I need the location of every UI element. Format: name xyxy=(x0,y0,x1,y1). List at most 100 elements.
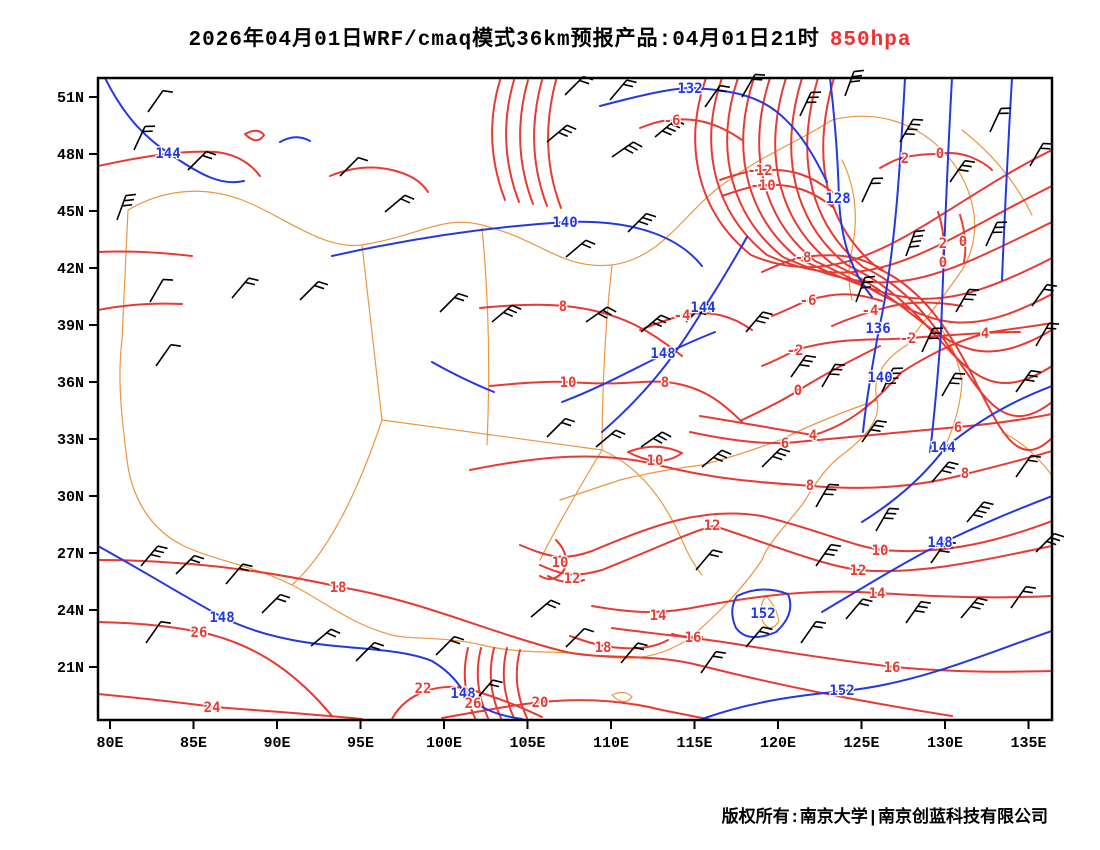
temperature-contour-label: -2 xyxy=(787,343,804,359)
wind-barb xyxy=(861,419,887,443)
lon-tick-label: 130E xyxy=(927,735,963,752)
temperature-contour-label: 14 xyxy=(650,608,667,624)
wind-barb xyxy=(861,177,884,203)
temperature-contour-label: -12 xyxy=(747,163,772,179)
temperature-contour-label: 0 xyxy=(959,234,967,250)
wind-barb xyxy=(1010,585,1036,609)
pressure-level-label: 850hpa xyxy=(829,29,912,52)
wind-barb xyxy=(855,275,875,303)
lon-tick-label: 135E xyxy=(1010,735,1046,752)
wind-barb xyxy=(985,221,1008,247)
lat-tick-label: 27N xyxy=(57,546,84,563)
temperature-contour-label: 12 xyxy=(564,571,581,587)
height-contour-label: 132 xyxy=(677,81,702,97)
temperature-contour-label: -6 xyxy=(664,113,681,129)
wind-barb xyxy=(565,627,595,648)
wind-barb xyxy=(116,193,136,221)
wind-barb xyxy=(1015,454,1041,478)
lon-tick-label: 110E xyxy=(593,735,629,752)
wind-barb xyxy=(745,626,773,648)
wind-barb xyxy=(799,91,822,117)
height-contour-label: 144 xyxy=(690,300,715,316)
wind-barb xyxy=(1035,532,1065,553)
lon-tick-label: 85E xyxy=(180,735,207,752)
temperature-contour-label: 12 xyxy=(704,518,721,534)
temperature-contour-label: 4 xyxy=(809,428,817,444)
height-contour-label: 148 xyxy=(209,610,234,626)
lon-tick-label: 80E xyxy=(96,735,123,752)
wind-barb xyxy=(960,597,988,619)
wind-barb xyxy=(565,239,596,258)
wind-barb xyxy=(145,620,171,644)
lon-tick-label: 100E xyxy=(426,735,462,752)
wind-barb xyxy=(815,483,840,508)
wind-barb xyxy=(921,327,944,353)
temperature-contour-label: 26 xyxy=(465,696,482,712)
temperature-contour-label: -4 xyxy=(862,303,879,319)
lat-tick-label: 42N xyxy=(57,261,84,278)
temperature-contour-label: 8 xyxy=(961,466,969,482)
wind-barb xyxy=(310,628,341,647)
temperature-contour-label: -2 xyxy=(900,331,917,347)
temperature-contour-label: 18 xyxy=(595,640,612,656)
wind-barb xyxy=(654,119,685,138)
temperature-contour-label: 18 xyxy=(330,580,347,596)
height-contour-label: 136 xyxy=(865,321,890,337)
wind-barb xyxy=(585,306,617,323)
wind-barb xyxy=(595,429,626,448)
temperature-contour-label: 8 xyxy=(559,299,567,315)
wind-barb xyxy=(475,679,503,701)
height-contour-label: 140 xyxy=(867,370,892,386)
temperature-contour-label: 12 xyxy=(850,563,867,579)
wind-barb xyxy=(620,642,648,664)
wind-barb xyxy=(384,194,415,213)
lat-tick-label: 36N xyxy=(57,375,84,392)
wind-barb xyxy=(546,417,576,438)
wind-barb xyxy=(761,447,791,468)
lat-tick-label: 51N xyxy=(57,90,84,107)
wind-barb xyxy=(609,79,637,101)
temperature-contour-label: 6 xyxy=(781,436,789,452)
lon-tick-label: 125E xyxy=(843,735,879,752)
height-contour-label: 144 xyxy=(155,146,180,162)
temperature-contour-label: 2 xyxy=(939,236,947,252)
wind-barb xyxy=(695,549,723,571)
admin-boundaries-layer xyxy=(119,115,1052,703)
map-frame xyxy=(96,76,1054,722)
temperature-contour-label: 8 xyxy=(806,478,814,494)
temperature-contour-label: -8 xyxy=(795,250,812,266)
lon-tick-label: 105E xyxy=(509,735,545,752)
wind-barb xyxy=(905,229,925,257)
wind-barb xyxy=(140,545,168,567)
wind-barb xyxy=(147,89,173,113)
page-title: 2026年04月01日WRF/cmaq模式36km预报产品:04月01日21时 8… xyxy=(0,22,1100,52)
temperature-contour-label: 10 xyxy=(552,555,569,571)
temperature-contour-label: 6 xyxy=(954,420,962,436)
temperature-contour-label: 0 xyxy=(936,146,944,162)
wind-barb xyxy=(700,650,726,674)
lon-tick-label: 120E xyxy=(760,735,796,752)
wind-barb xyxy=(931,461,959,483)
wind-barb xyxy=(881,367,904,393)
lat-tick-label: 39N xyxy=(57,318,84,335)
wind-barb xyxy=(1015,369,1041,393)
wind-barb xyxy=(231,277,259,299)
height-contour-label: 148 xyxy=(927,535,952,551)
temperature-contour-label: -4 xyxy=(674,308,691,324)
height-contour-label: 128 xyxy=(825,191,850,207)
temperature-contour-label: 10 xyxy=(647,453,664,469)
lat-tick-label: 30N xyxy=(57,489,84,506)
wind-barb xyxy=(299,280,329,301)
lat-tick-label: 48N xyxy=(57,147,84,164)
wind-barb xyxy=(149,278,174,303)
temperature-contour-label: 0 xyxy=(794,383,802,399)
wind-barb xyxy=(355,641,385,662)
wind-barb xyxy=(175,554,205,575)
temperature-contours-layer xyxy=(98,78,1052,720)
height-contour-label: 148 xyxy=(650,346,675,362)
temperature-contour-label: 0 xyxy=(939,255,947,271)
temperature-contour-label: 2 xyxy=(901,151,909,167)
temperature-contour-label: 4 xyxy=(981,326,989,342)
dynamic-layer: 80E 85E 90E 95E 100E 105E 110E 115E 120E 125E 130E… xyxy=(57,69,1065,752)
temperature-contour-label: 26 xyxy=(191,625,208,641)
